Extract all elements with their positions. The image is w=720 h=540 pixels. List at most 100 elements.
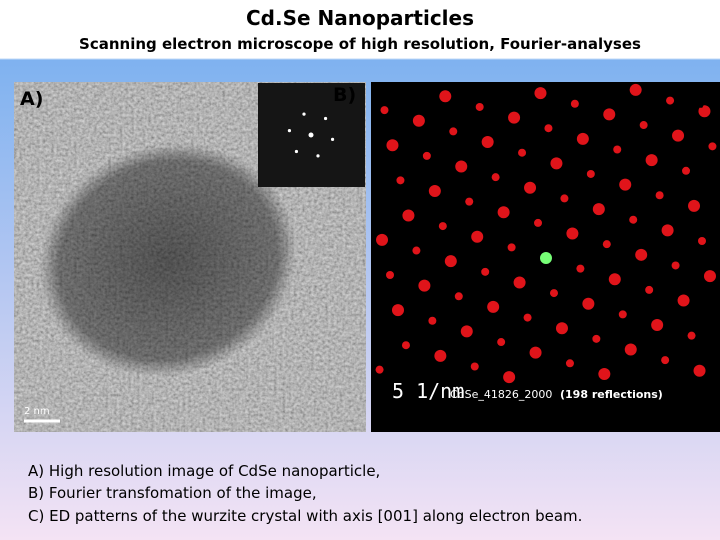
caption-line: C) ED patterns of the wurzite crystal wi… — [28, 507, 583, 525]
spot — [703, 270, 716, 283]
reflections: (198 reflections) — [560, 388, 663, 401]
spot — [454, 292, 463, 301]
spot — [323, 116, 328, 121]
spot — [475, 102, 484, 111]
spot — [550, 157, 563, 170]
spot — [503, 371, 516, 384]
spot — [507, 243, 516, 252]
spot — [471, 230, 484, 243]
spot — [544, 124, 553, 133]
spot — [497, 206, 510, 219]
spot — [386, 271, 395, 280]
spot — [401, 341, 410, 350]
spot — [693, 364, 706, 377]
spot — [549, 289, 558, 298]
subtitle: Scanning electron microscope of high res… — [79, 35, 641, 53]
spot — [287, 129, 292, 133]
spot — [438, 222, 447, 231]
spot — [629, 215, 638, 224]
spot — [566, 227, 579, 240]
spot — [402, 209, 415, 222]
spot — [418, 279, 431, 292]
spot — [608, 273, 621, 286]
spot — [540, 252, 552, 264]
spot — [688, 199, 701, 212]
spot — [576, 264, 585, 273]
caption-line: A) High resolution image of CdSe nanopar… — [28, 462, 381, 480]
spot — [422, 151, 431, 160]
spot — [455, 160, 468, 173]
spot — [534, 218, 543, 227]
spot — [428, 184, 441, 197]
spot — [598, 367, 611, 380]
spot — [386, 139, 399, 152]
spot — [481, 136, 494, 149]
spot — [487, 300, 500, 313]
spot — [698, 105, 711, 118]
spot — [465, 197, 474, 206]
spot — [444, 255, 457, 268]
spot — [508, 111, 521, 124]
spot — [618, 310, 627, 319]
spot — [518, 148, 527, 157]
spot — [330, 137, 335, 141]
spot — [613, 145, 622, 154]
spot — [582, 297, 595, 310]
spot — [570, 99, 579, 108]
spot — [434, 349, 447, 362]
spot — [308, 132, 314, 138]
spot — [481, 267, 490, 276]
scale-label: 2 nm — [24, 406, 50, 417]
spot — [316, 154, 320, 158]
spot — [523, 313, 532, 322]
spot — [655, 191, 664, 200]
title: Cd.Se Nanoparticles — [245, 6, 474, 30]
spot — [677, 294, 690, 307]
spot — [376, 233, 389, 246]
spot — [524, 181, 537, 194]
spot — [645, 285, 654, 294]
spot — [565, 359, 574, 368]
spot — [396, 176, 405, 185]
panel-label: B) — [333, 84, 357, 106]
spot — [661, 356, 670, 365]
spot — [592, 334, 601, 343]
spot — [497, 338, 506, 347]
spot — [672, 129, 685, 142]
spot — [412, 246, 421, 255]
spot — [529, 346, 542, 359]
spot — [439, 90, 452, 103]
spot — [619, 178, 632, 191]
spot — [470, 362, 479, 371]
spot — [708, 142, 717, 151]
spot — [624, 343, 637, 356]
scale-label: 5 1/nm — [392, 379, 464, 403]
spot — [294, 149, 299, 154]
spot — [513, 276, 526, 289]
spot — [639, 121, 648, 130]
spot — [491, 173, 500, 182]
spot — [603, 108, 616, 121]
panel-label: A) — [20, 88, 44, 110]
spot — [682, 166, 691, 175]
spot — [629, 83, 642, 96]
spot — [635, 248, 648, 261]
spot — [412, 114, 425, 127]
spot — [671, 261, 680, 270]
spot — [555, 322, 568, 335]
spot — [380, 106, 389, 115]
spot — [602, 240, 611, 249]
spot — [666, 96, 675, 105]
spot — [302, 112, 306, 116]
spot — [449, 127, 458, 136]
spot — [375, 365, 384, 374]
spot — [661, 224, 674, 237]
spot — [460, 325, 473, 338]
spot — [391, 304, 404, 317]
spot — [697, 236, 706, 245]
spot — [576, 132, 589, 145]
pattern-name: CdSe_41826_2000 — [450, 388, 552, 401]
spot — [560, 194, 569, 203]
